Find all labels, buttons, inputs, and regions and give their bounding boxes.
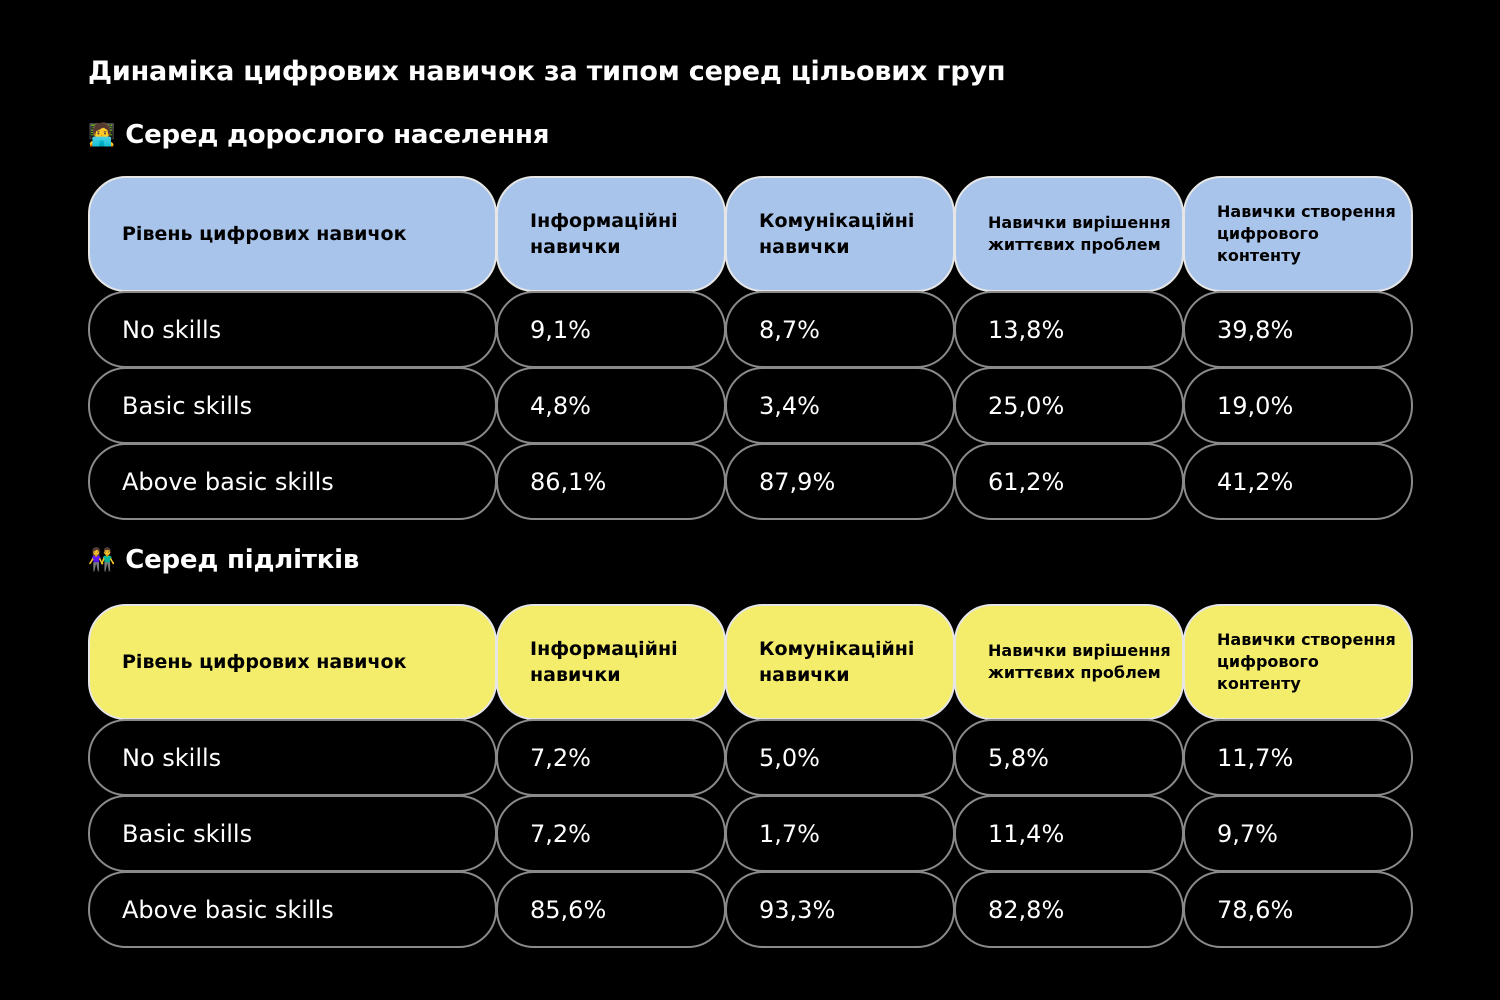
- table-cell: 9,1%: [496, 291, 726, 368]
- page-title: Динаміка цифрових навичок за типом серед…: [88, 56, 1006, 87]
- table-cell: 5,0%: [725, 719, 955, 796]
- table-row: Above basic skills 85,6% 93,3% 82,8% 78,6%: [88, 871, 1414, 948]
- table-cell: 19,0%: [1183, 367, 1413, 444]
- table-cell: 78,6%: [1183, 871, 1413, 948]
- table-cell: 1,7%: [725, 795, 955, 872]
- table-row: No skills 9,1% 8,7% 13,8% 39,8%: [88, 291, 1414, 368]
- table-header-row: Рівень цифрових навичок Інформаційні нави…: [88, 176, 1414, 292]
- table-cell: 7,2%: [496, 795, 726, 872]
- table-cell: 3,4%: [725, 367, 955, 444]
- table-cell: 82,8%: [954, 871, 1184, 948]
- table-cell: 85,6%: [496, 871, 726, 948]
- column-header: Навички вирішення життєвих проблем: [954, 604, 1184, 720]
- column-header: Комунікаційні навички: [725, 604, 955, 720]
- table-row: Basic skills 4,8% 3,4% 25,0% 19,0%: [88, 367, 1414, 444]
- section-heading: Серед дорослого населення: [125, 120, 550, 150]
- column-header: Навички вирішення життєвих проблем: [954, 176, 1184, 292]
- section-title-teens: 👫 Серед підлітків: [88, 545, 359, 575]
- table-cell: 5,8%: [954, 719, 1184, 796]
- row-label: Basic skills: [88, 367, 497, 444]
- column-header: Рівень цифрових навичок: [88, 604, 497, 720]
- couple-icon: 👫: [88, 547, 116, 573]
- table-teens: Рівень цифрових навичок Інформаційні нави…: [88, 604, 1414, 948]
- section-heading: Серед підлітків: [125, 545, 360, 575]
- table-row: Basic skills 7,2% 1,7% 11,4% 9,7%: [88, 795, 1414, 872]
- table-cell: 11,7%: [1183, 719, 1413, 796]
- table-cell: 7,2%: [496, 719, 726, 796]
- column-header: Інформаційні навички: [496, 176, 726, 292]
- table-cell: 41,2%: [1183, 443, 1413, 520]
- table-row: No skills 7,2% 5,0% 5,8% 11,7%: [88, 719, 1414, 796]
- table-cell: 93,3%: [725, 871, 955, 948]
- table-cell: 61,2%: [954, 443, 1184, 520]
- column-header: Навички створення цифрового контенту: [1183, 176, 1413, 292]
- column-header: Інформаційні навички: [496, 604, 726, 720]
- table-cell: 11,4%: [954, 795, 1184, 872]
- person-laptop-icon: 🧑‍💻: [88, 122, 116, 148]
- table-cell: 13,8%: [954, 291, 1184, 368]
- row-label: Above basic skills: [88, 443, 497, 520]
- column-header: Рівень цифрових навичок: [88, 176, 497, 292]
- table-cell: 86,1%: [496, 443, 726, 520]
- row-label: No skills: [88, 719, 497, 796]
- table-cell: 8,7%: [725, 291, 955, 368]
- table-cell: 87,9%: [725, 443, 955, 520]
- table-cell: 4,8%: [496, 367, 726, 444]
- row-label: No skills: [88, 291, 497, 368]
- section-title-adults: 🧑‍💻 Серед дорослого населення: [88, 120, 549, 150]
- table-cell: 9,7%: [1183, 795, 1413, 872]
- row-label: Above basic skills: [88, 871, 497, 948]
- column-header: Комунікаційні навички: [725, 176, 955, 292]
- table-cell: 25,0%: [954, 367, 1184, 444]
- table-cell: 39,8%: [1183, 291, 1413, 368]
- table-row: Above basic skills 86,1% 87,9% 61,2% 41,2%: [88, 443, 1414, 520]
- row-label: Basic skills: [88, 795, 497, 872]
- column-header: Навички створення цифрового контенту: [1183, 604, 1413, 720]
- table-adults: Рівень цифрових навичок Інформаційні нави…: [88, 176, 1414, 520]
- table-header-row: Рівень цифрових навичок Інформаційні нави…: [88, 604, 1414, 720]
